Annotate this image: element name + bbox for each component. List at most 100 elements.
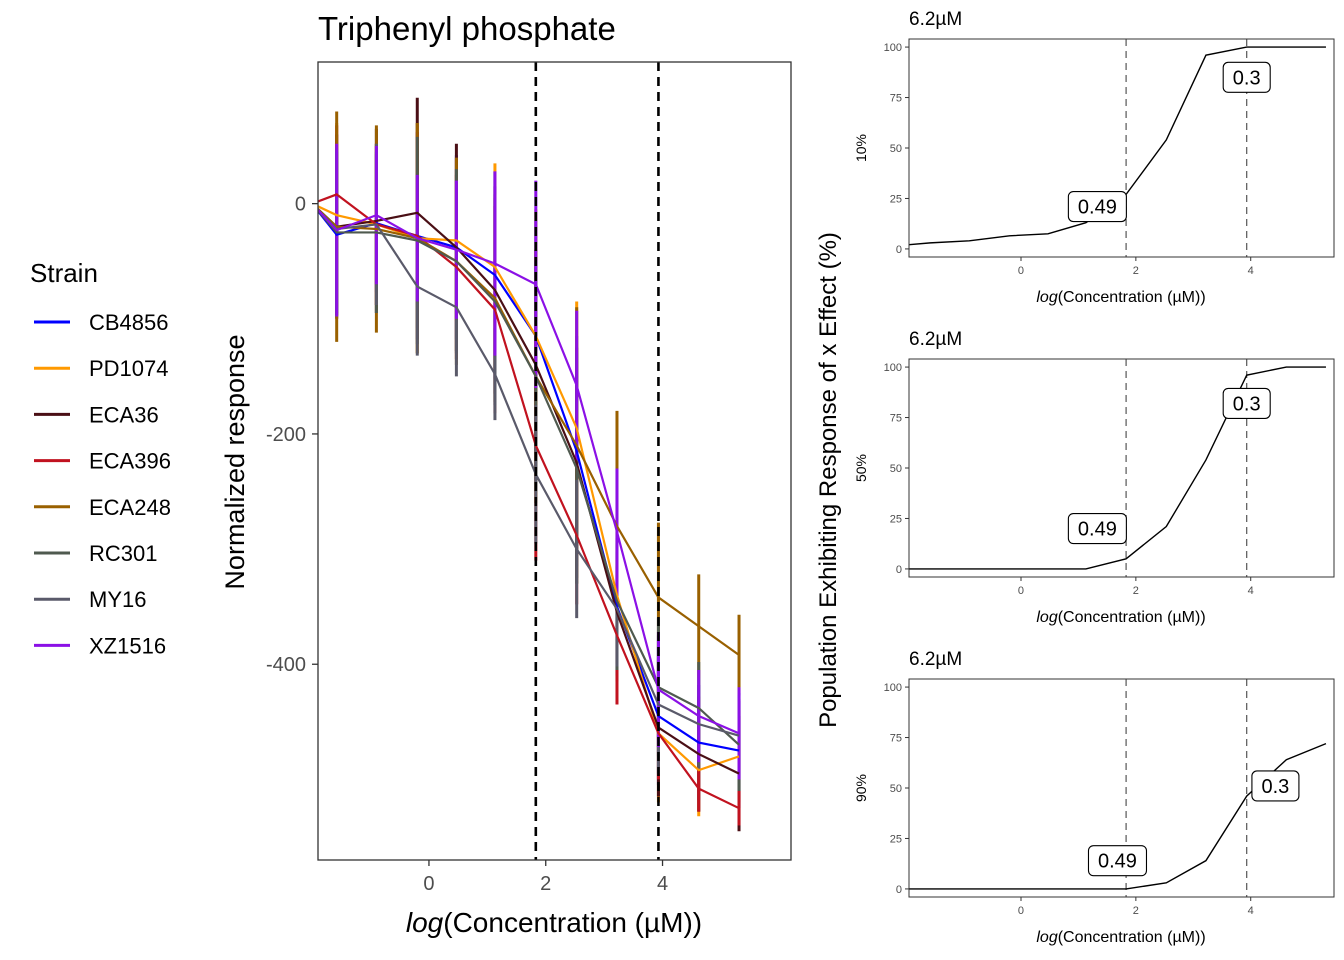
- panel-50-frame: [908, 358, 1335, 578]
- panel-10-x-label-log: log: [1036, 289, 1057, 306]
- series-line-my16: [318, 208, 740, 737]
- annotation-label-1: 0.49: [1067, 190, 1127, 223]
- series-line-rc301: [318, 208, 740, 746]
- panel-y-tick-label: 0: [896, 564, 902, 576]
- annotation-box: [1222, 387, 1271, 419]
- panel-90-x-label-log: log: [1036, 929, 1057, 946]
- panel-10-title: 6.2µM: [909, 9, 962, 30]
- panel-x-tick-label: 2: [1133, 905, 1139, 917]
- panel-50-title: 6.2µM: [909, 329, 962, 350]
- panel-50-y-label: 50%: [853, 454, 869, 482]
- panel-90-percent: 6.2µM 90% log(Concentration (µM)) 0.49 0.…: [853, 649, 1335, 946]
- annotation-text: 0.49: [1078, 197, 1117, 219]
- main-x-axis-label-log: log: [406, 907, 444, 938]
- annotation-text: 0.49: [1078, 519, 1117, 541]
- panel-90-x-label-rest: (Concentration (µM)): [1058, 929, 1206, 946]
- series-line-eca36: [318, 207, 740, 775]
- panel-10-x-label: log(Concentration (µM)): [1036, 289, 1205, 306]
- panel-y-tick-label: 50: [890, 783, 902, 795]
- panel-x-tick-label: 0: [1018, 265, 1024, 277]
- annotation-box: [1222, 61, 1271, 93]
- panel-x-tick-label: 0: [1018, 905, 1024, 917]
- main-y-tick-label: -400: [266, 654, 306, 676]
- panel-curve: [909, 366, 1326, 570]
- legend-label: RC301: [89, 541, 157, 566]
- annotation-box: [1087, 845, 1148, 877]
- main-y-tick-label: 0: [295, 194, 306, 216]
- panel-90-title: 6.2µM: [909, 649, 962, 670]
- annotation-text: 0.49: [1098, 851, 1137, 873]
- main-plot-frame: [317, 61, 792, 861]
- panel-y-tick-label: 0: [896, 244, 902, 256]
- panel-y-tick-label: 75: [890, 413, 902, 425]
- panel-50-percent: 6.2µM 50% log(Concentration (µM)) 0.49 0.…: [853, 329, 1335, 626]
- panel-y-tick-label: 100: [884, 682, 902, 694]
- panel-10-percent: 6.2µM 10% log(Concentration (µM)) 0.49 0.…: [853, 9, 1335, 306]
- annotation-box: [1251, 770, 1300, 802]
- legend-label: XZ1516: [89, 633, 166, 658]
- panel-x-tick-label: 4: [1248, 585, 1254, 597]
- main-x-axis-label: log(Concentration (µM)): [406, 907, 702, 938]
- panel-90-frame: [908, 678, 1335, 898]
- panel-x-tick-label: 4: [1248, 265, 1254, 277]
- annotation-label-1: 0.49: [1067, 513, 1127, 545]
- legend-item-eca248: ECA248: [34, 495, 171, 520]
- legend-item-eca396: ECA396: [34, 449, 171, 474]
- legend-label: ECA248: [89, 495, 171, 520]
- legend-label: ECA396: [89, 449, 171, 474]
- main-x-axis-label-rest: (Concentration (µM)): [443, 907, 702, 938]
- main-chart-title: Triphenyl phosphate: [318, 10, 616, 47]
- panel-y-tick-label: 100: [884, 42, 902, 54]
- annotation-box: [1067, 190, 1127, 223]
- panel-y-tick-label: 75: [890, 733, 902, 745]
- legend-title: Strain: [30, 258, 98, 288]
- panel-10-x-label-rest: (Concentration (µM)): [1058, 289, 1206, 306]
- main-x-tick-label: 2: [540, 873, 551, 895]
- panel-y-tick-label: 25: [890, 513, 902, 525]
- series-line-eca396: [318, 193, 740, 810]
- panel-x-tick-label: 2: [1133, 265, 1139, 277]
- legend-label: ECA36: [89, 402, 159, 427]
- legend-label: CB4856: [89, 310, 169, 335]
- legend-item-pd1074: PD1074: [34, 356, 169, 381]
- panel-90-y-label: 90%: [853, 774, 869, 802]
- panel-x-tick-label: 4: [1248, 905, 1254, 917]
- panel-y-tick-label: 25: [890, 193, 902, 205]
- panel-y-tick-label: 0: [896, 884, 902, 896]
- legend: Strain CB4856 PD1074 ECA36 ECA396 ECA248 RC30…: [30, 258, 171, 658]
- series-line-xz1516: [318, 208, 740, 735]
- panel-x-tick-label: 0: [1018, 585, 1024, 597]
- main-chart: Triphenyl phosphate Normalized response …: [220, 10, 792, 938]
- panel-10-y-label: 10%: [853, 134, 869, 162]
- main-y-tick-label: -200: [266, 424, 306, 446]
- legend-item-eca36: ECA36: [34, 402, 159, 427]
- annotation-text: 0.3: [1233, 393, 1261, 415]
- legend-label: MY16: [89, 587, 146, 612]
- panel-x-tick-label: 2: [1133, 585, 1139, 597]
- annotation-box: [1067, 513, 1127, 545]
- panel-90-x-label: log(Concentration (µM)): [1036, 929, 1205, 946]
- legend-item-cb4856: CB4856: [34, 310, 169, 335]
- legend-item-my16: MY16: [34, 587, 146, 612]
- legend-label: PD1074: [89, 356, 169, 381]
- legend-item-xz1516: XZ1516: [34, 633, 166, 658]
- annotation-label-2: 0.3: [1222, 61, 1271, 93]
- main-x-tick-label: 0: [423, 873, 434, 895]
- annotation-text: 0.3: [1262, 776, 1290, 798]
- panel-50-x-label-rest: (Concentration (µM)): [1058, 609, 1206, 626]
- panel-50-x-label-log: log: [1036, 609, 1057, 626]
- main-y-axis-label: Normalized response: [220, 334, 250, 589]
- annotation-label-2: 0.3: [1222, 387, 1271, 419]
- legend-item-rc301: RC301: [34, 541, 157, 566]
- annotation-text: 0.3: [1233, 67, 1261, 89]
- panel-y-tick-label: 75: [890, 93, 902, 105]
- panel-10-frame: [908, 38, 1335, 258]
- annotation-label-1: 0.49: [1087, 845, 1148, 877]
- main-x-tick-label: 4: [657, 873, 668, 895]
- panel-50-x-label: log(Concentration (µM)): [1036, 609, 1205, 626]
- panel-y-tick-label: 50: [890, 143, 902, 155]
- panel-y-tick-label: 50: [890, 463, 902, 475]
- panel-y-tick-label: 100: [884, 362, 902, 374]
- side-y-axis-label: Population Exhibiting Response of x Effe…: [815, 232, 842, 728]
